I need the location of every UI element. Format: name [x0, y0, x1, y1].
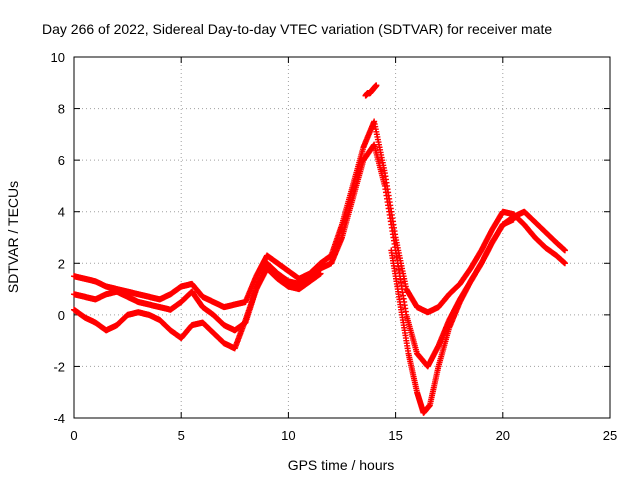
y-tick-label: -4 — [53, 411, 65, 426]
x-tick-label: 20 — [496, 428, 510, 443]
y-tick-label: 8 — [58, 102, 65, 117]
x-tick-label: 0 — [70, 428, 77, 443]
grid — [74, 57, 610, 418]
series-track-e — [362, 82, 380, 99]
x-tick-label: 25 — [603, 428, 617, 443]
series-track-c — [71, 265, 324, 352]
y-tick-label: 10 — [51, 50, 65, 65]
data-point — [561, 260, 568, 267]
y-axis-label: SDTVAR / TECUs — [5, 181, 21, 293]
series-track-a — [71, 118, 568, 316]
x-tick-label: 5 — [178, 428, 185, 443]
data-point — [317, 270, 324, 277]
axis-ticks: 0 5 10 15 20 25 -4 -2 0 2 4 6 8 10 — [51, 50, 618, 443]
y-tick-label: 2 — [58, 256, 65, 271]
y-tick-label: 4 — [58, 205, 65, 220]
data-point — [561, 247, 568, 254]
x-tick-label: 15 — [388, 428, 402, 443]
x-tick-label: 10 — [281, 428, 295, 443]
series-track-d — [388, 208, 568, 416]
data-points — [71, 82, 568, 416]
y-tick-label: -2 — [53, 359, 65, 374]
data-point — [373, 82, 380, 89]
chart-title: Day 266 of 2022, Sidereal Day-to-day VTE… — [42, 21, 552, 37]
x-axis-label: GPS time / hours — [288, 457, 395, 473]
y-tick-label: 6 — [58, 153, 65, 168]
plot-frame — [73, 56, 611, 419]
y-tick-label: 0 — [58, 308, 65, 323]
